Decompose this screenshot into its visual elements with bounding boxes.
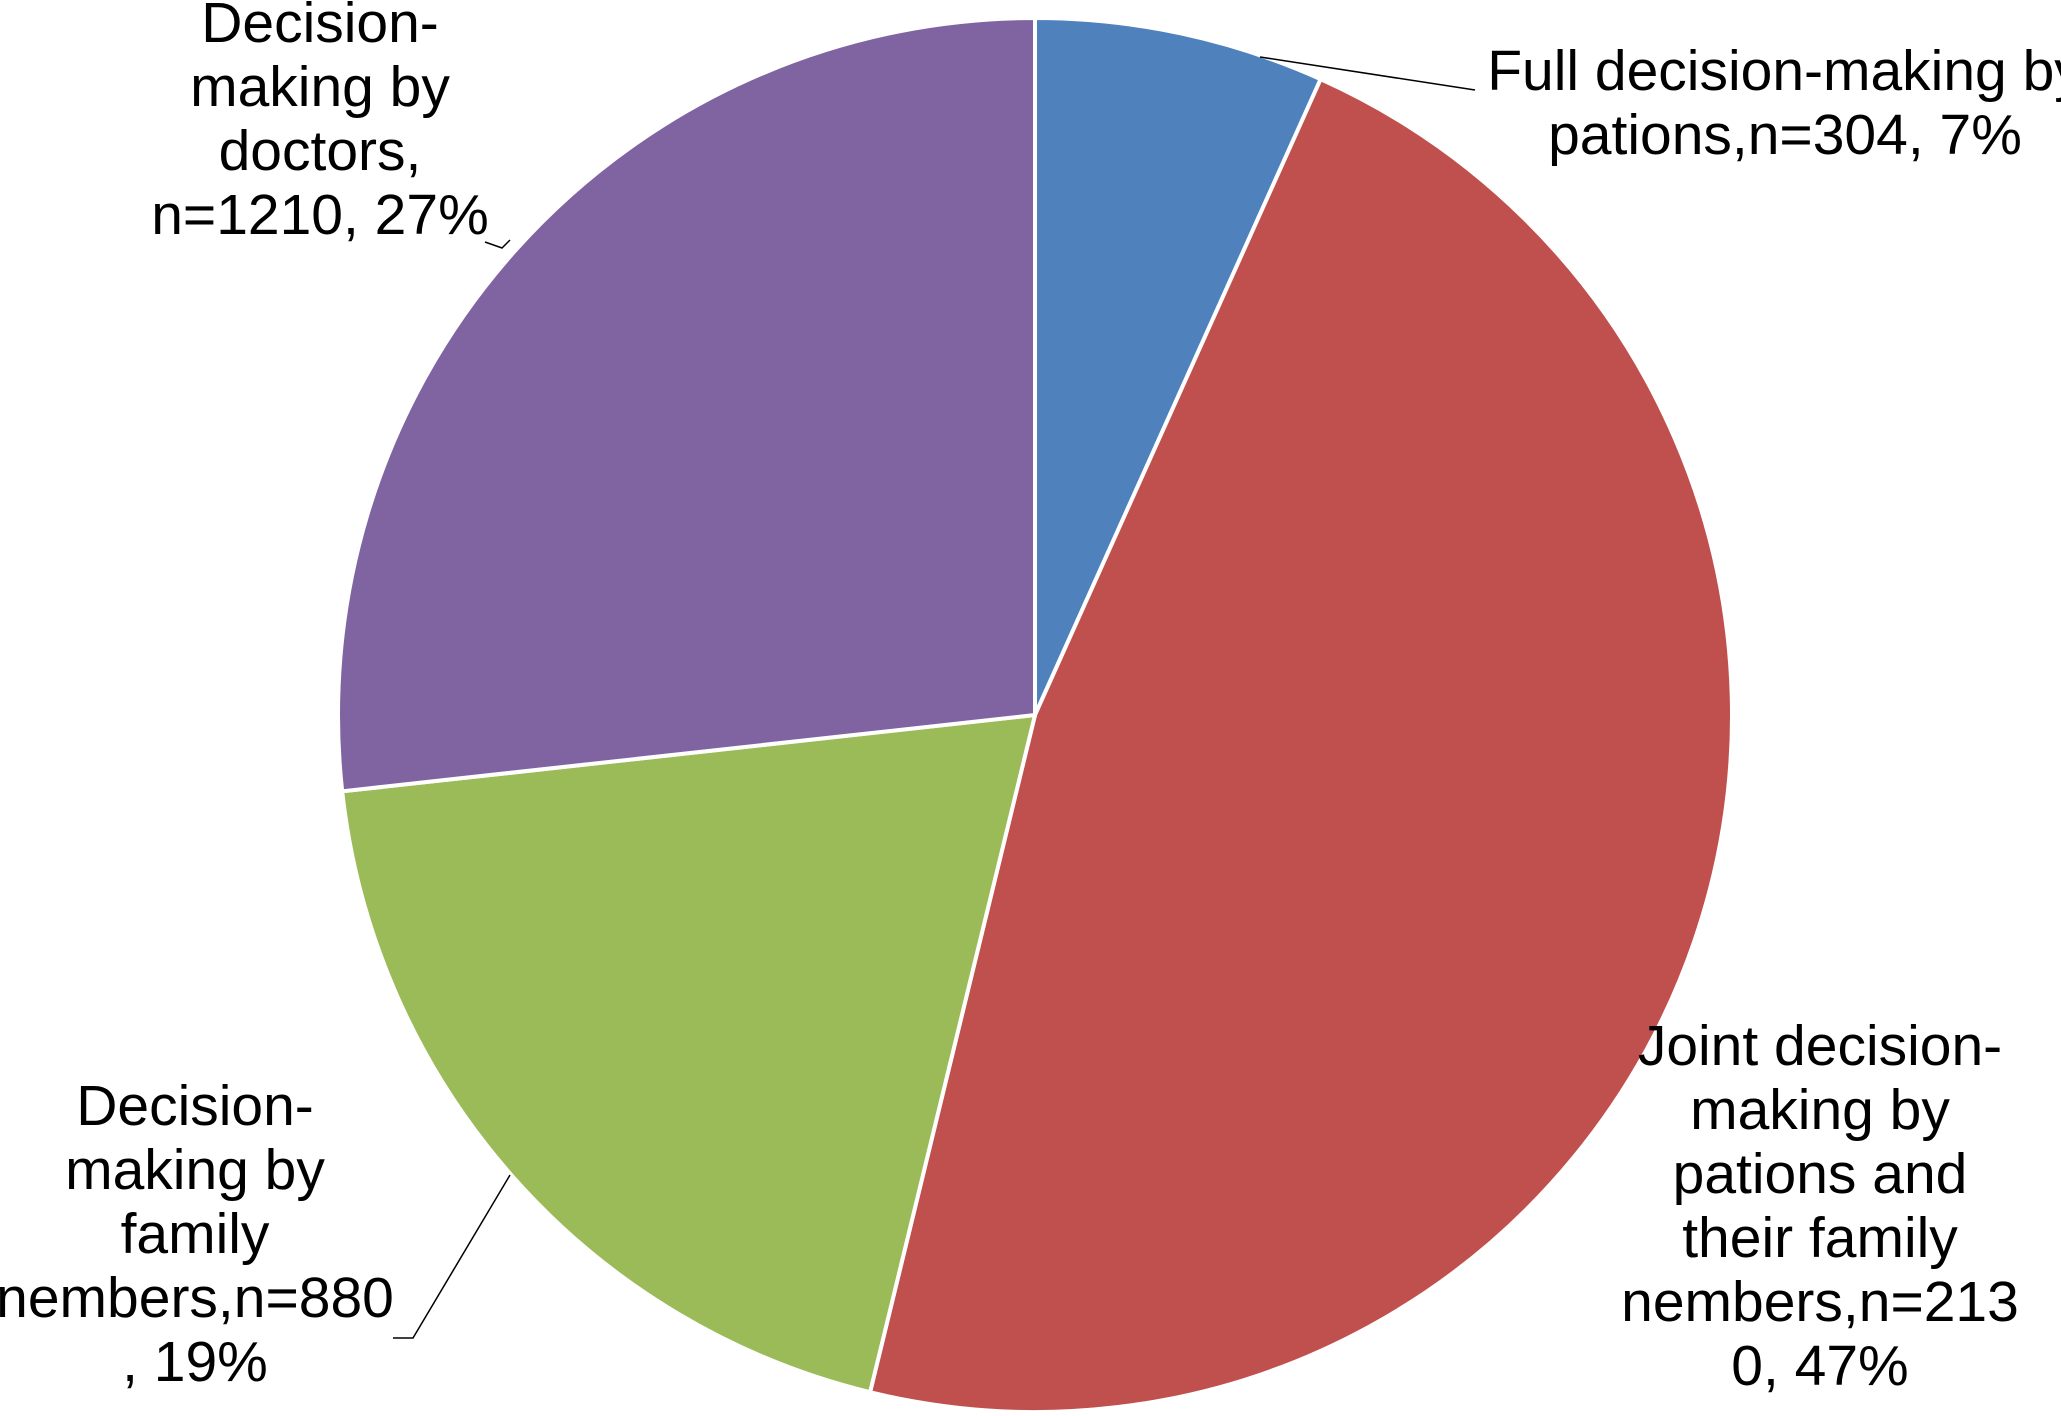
data-label-line: pations and xyxy=(1673,1142,1968,1206)
data-label-line: making by xyxy=(190,55,450,119)
data-label-line: Decision- xyxy=(76,1074,314,1138)
data-label-line: Full decision-making by xyxy=(1487,39,2061,103)
data-label-1: Full decision-making by pations,n=304, 7% xyxy=(1487,39,2061,167)
data-label-line: doctors, xyxy=(219,119,422,183)
data-label-line: , 19% xyxy=(122,1330,268,1394)
data-label-3: Decision-making by family nembers,n=880, 1… xyxy=(0,1074,394,1394)
leader-line-3 xyxy=(393,1174,511,1339)
pie-slice-1 xyxy=(1033,15,1324,716)
pie-slice-3 xyxy=(339,712,1038,1395)
leader-line-1 xyxy=(1259,56,1476,91)
data-label-line: pations,n=304, 7% xyxy=(1548,103,2022,167)
data-label-line: making by xyxy=(65,1138,325,1202)
data-label-line: Decision- xyxy=(201,0,439,55)
pie-slice-2 xyxy=(867,76,1734,1414)
data-label-line: their family xyxy=(1682,1206,1958,1270)
data-label-line: nembers,n=880 xyxy=(0,1266,394,1330)
data-label-line: Joint decision- xyxy=(1638,1014,2002,1078)
data-label-4: Decision-making by doctors, n=1210, 27% xyxy=(151,0,489,247)
data-label-line: nembers,n=213 xyxy=(1621,1270,2019,1334)
data-label-line: family xyxy=(121,1202,270,1266)
pie-slice-4 xyxy=(336,15,1037,794)
pie-slices xyxy=(336,15,1734,1414)
leader-line-4 xyxy=(484,239,511,249)
data-label-line: 0, 47% xyxy=(1731,1334,1908,1398)
leader-lines xyxy=(393,56,1476,1339)
data-label-2: Joint decision-making by pations and their… xyxy=(1621,1014,2019,1398)
data-label-line: making by xyxy=(1690,1078,1950,1142)
data-label-line: n=1210, 27% xyxy=(151,183,489,247)
